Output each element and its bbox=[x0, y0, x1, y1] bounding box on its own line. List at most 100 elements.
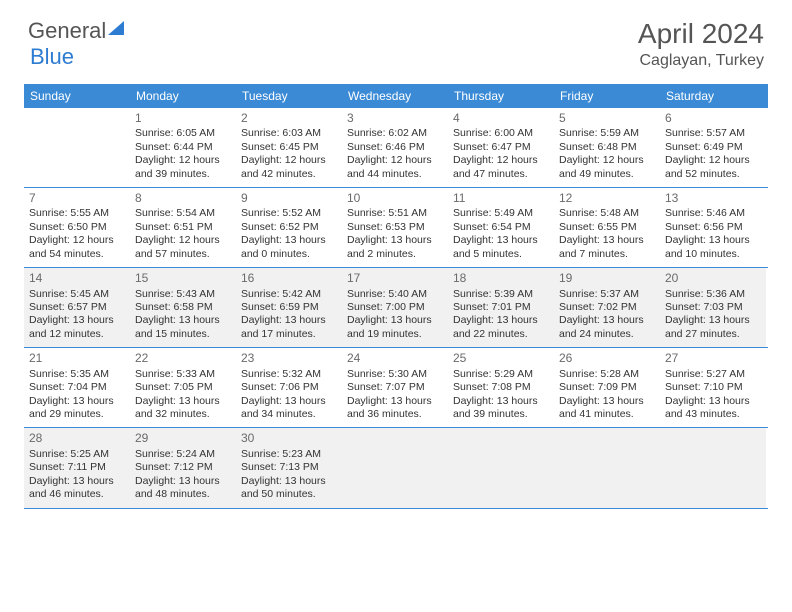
day-number: 3 bbox=[347, 111, 443, 126]
sunset-text: Sunset: 6:47 PM bbox=[453, 141, 549, 154]
daylight-text-2: and 24 minutes. bbox=[559, 328, 655, 341]
daylight-text-2: and 12 minutes. bbox=[29, 328, 125, 341]
sunset-text: Sunset: 7:09 PM bbox=[559, 381, 655, 394]
daylight-text-1: Daylight: 12 hours bbox=[665, 154, 761, 167]
daylight-text-1: Daylight: 13 hours bbox=[29, 314, 125, 327]
daylight-text-1: Daylight: 13 hours bbox=[135, 314, 231, 327]
sunrise-text: Sunrise: 5:45 AM bbox=[29, 288, 125, 301]
sunset-text: Sunset: 6:53 PM bbox=[347, 221, 443, 234]
daylight-text-1: Daylight: 13 hours bbox=[29, 475, 125, 488]
day-number: 14 bbox=[29, 271, 125, 286]
daylight-text-1: Daylight: 13 hours bbox=[665, 234, 761, 247]
sunrise-text: Sunrise: 5:25 AM bbox=[29, 448, 125, 461]
daylight-text-1: Daylight: 13 hours bbox=[29, 395, 125, 408]
calendar-cell: 30Sunrise: 5:23 AMSunset: 7:13 PMDayligh… bbox=[236, 428, 342, 507]
calendar-cell bbox=[342, 428, 448, 507]
daylight-text-2: and 46 minutes. bbox=[29, 488, 125, 501]
daylight-text-2: and 22 minutes. bbox=[453, 328, 549, 341]
day-number: 9 bbox=[241, 191, 337, 206]
daylight-text-1: Daylight: 13 hours bbox=[347, 395, 443, 408]
page-title: April 2024 bbox=[638, 18, 764, 50]
sunset-text: Sunset: 7:10 PM bbox=[665, 381, 761, 394]
day-number: 13 bbox=[665, 191, 761, 206]
daylight-text-1: Daylight: 12 hours bbox=[29, 234, 125, 247]
calendar-cell: 28Sunrise: 5:25 AMSunset: 7:11 PMDayligh… bbox=[24, 428, 130, 507]
daylight-text-2: and 57 minutes. bbox=[135, 248, 231, 261]
calendar-cell: 3Sunrise: 6:02 AMSunset: 6:46 PMDaylight… bbox=[342, 108, 448, 187]
sunrise-text: Sunrise: 5:37 AM bbox=[559, 288, 655, 301]
sunset-text: Sunset: 7:07 PM bbox=[347, 381, 443, 394]
day-header: Monday bbox=[130, 84, 236, 108]
daylight-text-1: Daylight: 12 hours bbox=[135, 234, 231, 247]
sunrise-text: Sunrise: 5:33 AM bbox=[135, 368, 231, 381]
daylight-text-2: and 42 minutes. bbox=[241, 168, 337, 181]
daylight-text-1: Daylight: 13 hours bbox=[135, 395, 231, 408]
day-number: 17 bbox=[347, 271, 443, 286]
day-number: 15 bbox=[135, 271, 231, 286]
day-number: 11 bbox=[453, 191, 549, 206]
sunset-text: Sunset: 6:48 PM bbox=[559, 141, 655, 154]
day-number: 30 bbox=[241, 431, 337, 446]
calendar-cell: 19Sunrise: 5:37 AMSunset: 7:02 PMDayligh… bbox=[554, 268, 660, 347]
header: General April 2024 Caglayan, Turkey bbox=[0, 0, 792, 76]
logo-text-1: General bbox=[28, 18, 106, 44]
daylight-text-2: and 7 minutes. bbox=[559, 248, 655, 261]
calendar-cell bbox=[660, 428, 766, 507]
calendar-cell bbox=[24, 108, 130, 187]
sunset-text: Sunset: 6:58 PM bbox=[135, 301, 231, 314]
calendar-week: 7Sunrise: 5:55 AMSunset: 6:50 PMDaylight… bbox=[24, 188, 768, 268]
daylight-text-2: and 41 minutes. bbox=[559, 408, 655, 421]
daylight-text-2: and 32 minutes. bbox=[135, 408, 231, 421]
sunset-text: Sunset: 7:00 PM bbox=[347, 301, 443, 314]
sunrise-text: Sunrise: 5:46 AM bbox=[665, 207, 761, 220]
daylight-text-2: and 49 minutes. bbox=[559, 168, 655, 181]
daylight-text-2: and 10 minutes. bbox=[665, 248, 761, 261]
daylight-text-2: and 48 minutes. bbox=[135, 488, 231, 501]
daylight-text-2: and 34 minutes. bbox=[241, 408, 337, 421]
sunset-text: Sunset: 7:03 PM bbox=[665, 301, 761, 314]
daylight-text-1: Daylight: 13 hours bbox=[665, 314, 761, 327]
calendar-cell: 9Sunrise: 5:52 AMSunset: 6:52 PMDaylight… bbox=[236, 188, 342, 267]
daylight-text-1: Daylight: 12 hours bbox=[241, 154, 337, 167]
daylight-text-1: Daylight: 13 hours bbox=[241, 234, 337, 247]
sunset-text: Sunset: 7:13 PM bbox=[241, 461, 337, 474]
day-number: 26 bbox=[559, 351, 655, 366]
calendar-cell: 29Sunrise: 5:24 AMSunset: 7:12 PMDayligh… bbox=[130, 428, 236, 507]
daylight-text-2: and 47 minutes. bbox=[453, 168, 549, 181]
sunset-text: Sunset: 7:11 PM bbox=[29, 461, 125, 474]
sunrise-text: Sunrise: 5:54 AM bbox=[135, 207, 231, 220]
calendar-week: 28Sunrise: 5:25 AMSunset: 7:11 PMDayligh… bbox=[24, 428, 768, 508]
daylight-text-1: Daylight: 12 hours bbox=[135, 154, 231, 167]
daylight-text-1: Daylight: 13 hours bbox=[453, 314, 549, 327]
sunrise-text: Sunrise: 5:32 AM bbox=[241, 368, 337, 381]
sunrise-text: Sunrise: 5:36 AM bbox=[665, 288, 761, 301]
sunrise-text: Sunrise: 6:03 AM bbox=[241, 127, 337, 140]
day-number: 4 bbox=[453, 111, 549, 126]
sunrise-text: Sunrise: 6:00 AM bbox=[453, 127, 549, 140]
title-block: April 2024 Caglayan, Turkey bbox=[638, 18, 764, 70]
day-number: 7 bbox=[29, 191, 125, 206]
daylight-text-1: Daylight: 13 hours bbox=[559, 314, 655, 327]
sunrise-text: Sunrise: 5:57 AM bbox=[665, 127, 761, 140]
calendar-cell: 25Sunrise: 5:29 AMSunset: 7:08 PMDayligh… bbox=[448, 348, 554, 427]
calendar-cell: 13Sunrise: 5:46 AMSunset: 6:56 PMDayligh… bbox=[660, 188, 766, 267]
calendar-cell: 5Sunrise: 5:59 AMSunset: 6:48 PMDaylight… bbox=[554, 108, 660, 187]
daylight-text-2: and 2 minutes. bbox=[347, 248, 443, 261]
location-label: Caglayan, Turkey bbox=[638, 52, 764, 70]
sunset-text: Sunset: 7:06 PM bbox=[241, 381, 337, 394]
calendar-cell: 24Sunrise: 5:30 AMSunset: 7:07 PMDayligh… bbox=[342, 348, 448, 427]
day-header: Friday bbox=[554, 84, 660, 108]
day-number: 16 bbox=[241, 271, 337, 286]
daylight-text-1: Daylight: 13 hours bbox=[241, 314, 337, 327]
calendar-cell: 16Sunrise: 5:42 AMSunset: 6:59 PMDayligh… bbox=[236, 268, 342, 347]
sunrise-text: Sunrise: 5:42 AM bbox=[241, 288, 337, 301]
sunrise-text: Sunrise: 5:55 AM bbox=[29, 207, 125, 220]
calendar-cell: 4Sunrise: 6:00 AMSunset: 6:47 PMDaylight… bbox=[448, 108, 554, 187]
daylight-text-1: Daylight: 13 hours bbox=[347, 314, 443, 327]
sunset-text: Sunset: 6:44 PM bbox=[135, 141, 231, 154]
day-number: 6 bbox=[665, 111, 761, 126]
calendar-cell: 1Sunrise: 6:05 AMSunset: 6:44 PMDaylight… bbox=[130, 108, 236, 187]
calendar-week: 14Sunrise: 5:45 AMSunset: 6:57 PMDayligh… bbox=[24, 268, 768, 348]
daylight-text-2: and 27 minutes. bbox=[665, 328, 761, 341]
sunrise-text: Sunrise: 5:40 AM bbox=[347, 288, 443, 301]
